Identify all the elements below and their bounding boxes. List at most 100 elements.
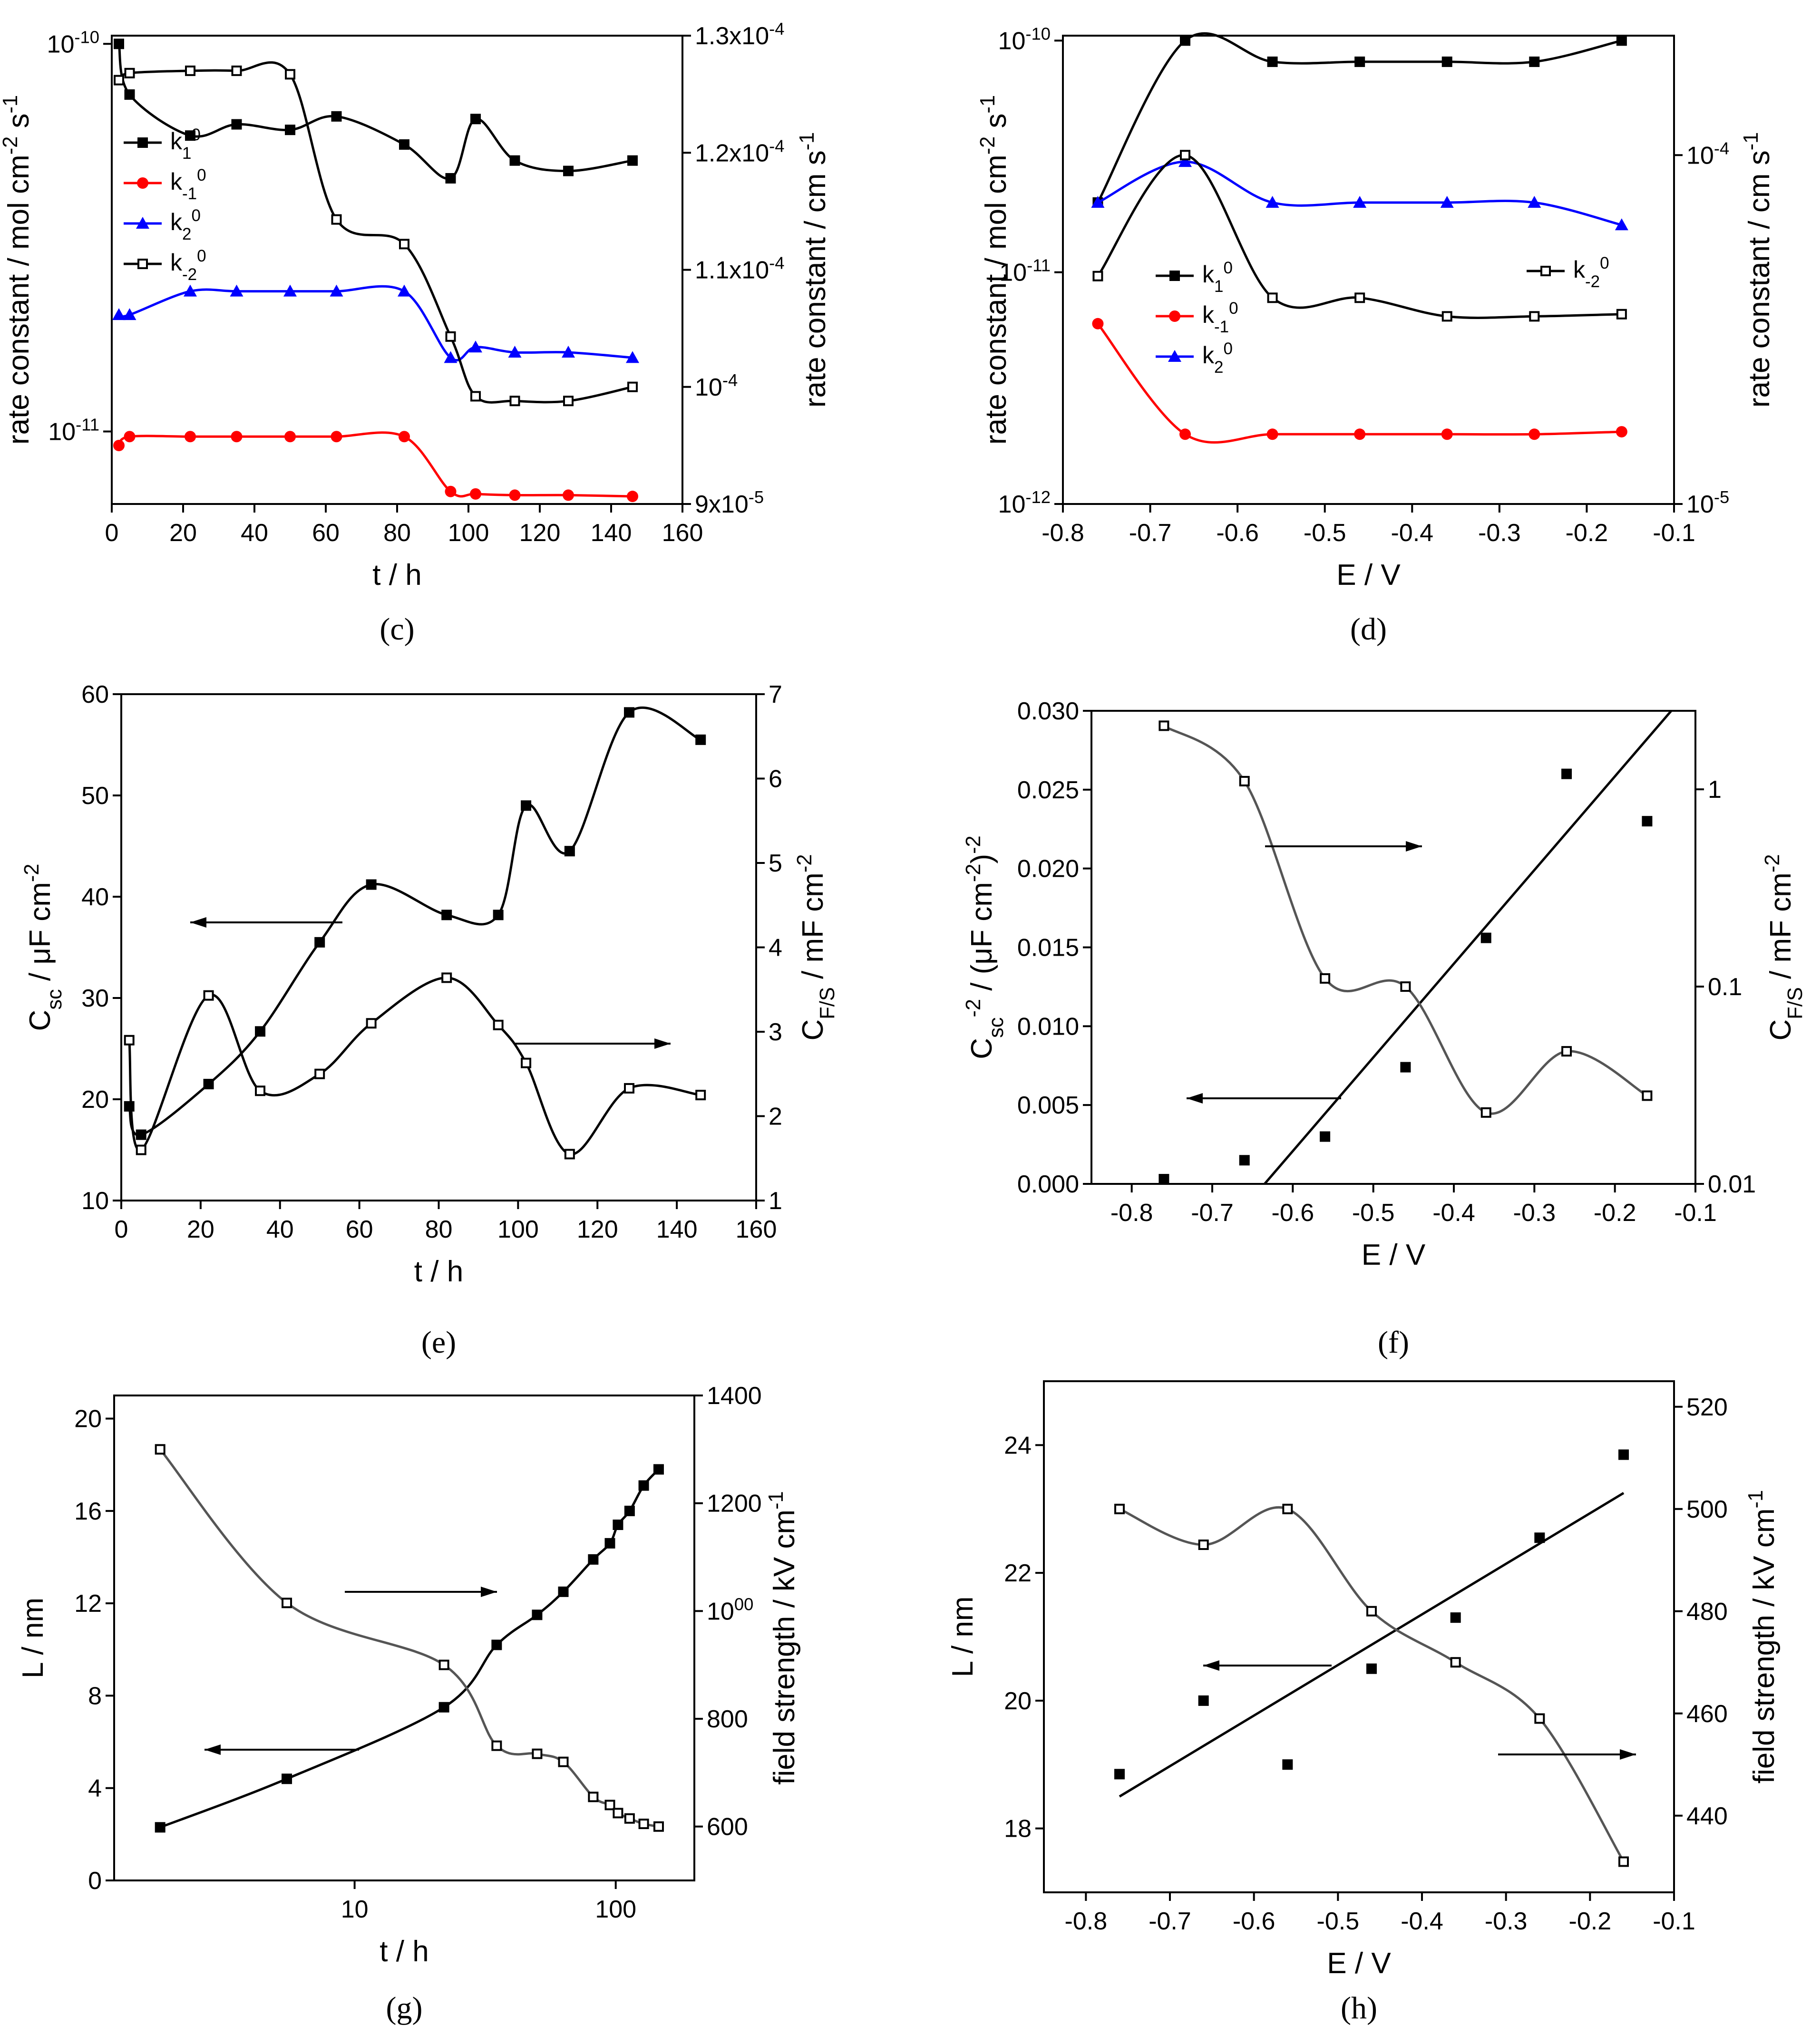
legend-label-part: -1 bbox=[182, 184, 197, 203]
y-left-axis-label-part: rate constant / mol cm bbox=[980, 155, 1013, 445]
y-left-tick-label: 8 bbox=[88, 1682, 102, 1710]
chart-e: 0 20 40 60 80 100 120 140 160 10 20 30 40 50 60 1 2 3 4 5 6 7… bbox=[20, 681, 839, 1360]
point-field strength bbox=[558, 1756, 569, 1767]
point-k-10 bbox=[627, 491, 638, 503]
point-L bbox=[604, 1538, 615, 1549]
y-right-tick-label-part: -4 bbox=[769, 253, 784, 272]
point-k-10 bbox=[399, 431, 410, 443]
y-right-tick-label-part: -5 bbox=[749, 487, 764, 507]
y-left-axis-label-part: ) bbox=[965, 854, 998, 864]
point-Csc bbox=[441, 910, 452, 920]
legend-label: k10 bbox=[170, 126, 201, 163]
legend-label-part: k bbox=[170, 168, 183, 195]
point-CF/S bbox=[203, 990, 214, 1001]
series-line-k-10 bbox=[1097, 323, 1622, 444]
chart-d: -0.8 -0.7 -0.6 -0.5 -0.4 -0.3 -0.2 -0.110-1210-… bbox=[976, 24, 1776, 647]
y-right-tick-label: 0.01 bbox=[1708, 1171, 1756, 1198]
x-tick-label: 20 bbox=[187, 1216, 214, 1243]
y-right-tick-label-part: 1.1x10 bbox=[695, 257, 769, 284]
y-right-axis-label-part: -2 bbox=[793, 854, 816, 873]
point-Csc-2 bbox=[1239, 1155, 1250, 1166]
point-k20 bbox=[444, 351, 458, 363]
x-tick-label: 140 bbox=[591, 519, 632, 547]
y-left-tick-label: 10-11 bbox=[48, 415, 99, 446]
legend-label: k-20 bbox=[1573, 254, 1609, 291]
y-left-tick-label: 10 bbox=[81, 1187, 109, 1215]
axis-arrow-head bbox=[1203, 1660, 1219, 1671]
y-right-axis-label: CF/S / mF cm-2 bbox=[793, 854, 839, 1041]
legend-label-part: k bbox=[1202, 261, 1215, 288]
y-right-tick-label-part: 1.2x10 bbox=[695, 139, 769, 167]
point-k20 bbox=[112, 308, 126, 320]
y-left-axis-label-part: -2 bbox=[0, 136, 22, 155]
point-k-10 bbox=[1354, 428, 1366, 440]
x-tick-label: 40 bbox=[266, 1216, 294, 1243]
series-line-k-10 bbox=[117, 431, 633, 498]
point-k-10 bbox=[124, 431, 136, 443]
point-k20 bbox=[230, 284, 243, 297]
x-tick-label: -0.8 bbox=[1065, 1908, 1108, 1935]
legend-label-part: k bbox=[170, 128, 183, 155]
y-left-axis-label-part: -2 bbox=[976, 136, 999, 155]
point-k-20 bbox=[399, 239, 409, 250]
point-CF/S bbox=[695, 1090, 706, 1101]
y-right-axis-label: rate constant / cm s-1 bbox=[796, 132, 832, 408]
y-left-axis-label: L / nm bbox=[946, 1597, 979, 1677]
legend-marker bbox=[137, 177, 148, 189]
x-tick-label: -0.8 bbox=[1110, 1199, 1153, 1227]
point-CF/S bbox=[136, 1144, 146, 1155]
x-axis-label: E / V bbox=[1336, 559, 1401, 591]
y-right-tick-label: 1 bbox=[769, 1187, 782, 1215]
axis-arrow-head bbox=[1406, 841, 1422, 852]
point-k20 bbox=[184, 284, 197, 297]
point-field strength bbox=[653, 1821, 664, 1832]
x-tick-label: 120 bbox=[519, 519, 561, 547]
y-left-axis-label-part: C bbox=[965, 1038, 998, 1059]
y-left-axis-label-part: L / nm bbox=[17, 1598, 49, 1678]
point-field strength bbox=[438, 1659, 449, 1670]
chart-f: -0.8 -0.7 -0.6 -0.5 -0.4 -0.3 -0.2 -0.1 0.000 0.0… bbox=[962, 697, 1807, 1360]
point-k-20 bbox=[1267, 292, 1278, 303]
x-tick-label: 0 bbox=[115, 1216, 128, 1243]
y-right-tick-label-part: -4 bbox=[722, 370, 738, 389]
y-left-tick-label: 30 bbox=[81, 985, 109, 1012]
point-k-20 bbox=[1180, 150, 1190, 161]
legend-label: k-10 bbox=[170, 166, 206, 203]
point-k20 bbox=[1353, 195, 1367, 208]
point-CF/S bbox=[255, 1085, 266, 1096]
point-field strength bbox=[638, 1819, 649, 1829]
point-Csc bbox=[521, 800, 532, 811]
point-k10 bbox=[285, 125, 295, 136]
panel-caption: (f) bbox=[1378, 1325, 1409, 1360]
x-tick-label: -0.6 bbox=[1233, 1908, 1275, 1935]
point-k20 bbox=[398, 284, 411, 297]
legend-label-part: 0 bbox=[191, 206, 200, 225]
y-left-tick-label: 20 bbox=[81, 1086, 109, 1114]
legend-label-part: 0 bbox=[191, 126, 200, 144]
y-right-tick-label: 1.2x10-4 bbox=[695, 136, 785, 167]
series-line-CF/S bbox=[128, 976, 701, 1155]
plot-frame bbox=[113, 1395, 695, 1881]
series-line-k20 bbox=[118, 285, 633, 362]
x-tick-label: -0.5 bbox=[1304, 519, 1346, 547]
x-tick-label: -0.8 bbox=[1042, 519, 1084, 547]
y-right-tick-label-part: 1.3x10 bbox=[695, 22, 769, 50]
point-CF/S bbox=[564, 1149, 575, 1160]
point-k-20 bbox=[331, 214, 342, 225]
point-field strength bbox=[1534, 1713, 1545, 1724]
axis-arrow-head bbox=[190, 917, 206, 928]
y-right-axis-label-part: -1 bbox=[1740, 132, 1762, 151]
y-left-tick-label-part: 10 bbox=[47, 30, 75, 58]
point-k10 bbox=[1180, 35, 1190, 46]
x-tick-label: -0.1 bbox=[1674, 1199, 1717, 1227]
point-k-10 bbox=[1092, 318, 1104, 329]
point-k-10 bbox=[1441, 428, 1453, 440]
y-right-tick-label: 600 bbox=[707, 1813, 748, 1841]
point-k-20 bbox=[114, 75, 124, 86]
point-CF/S bbox=[366, 1018, 377, 1029]
y-right-axis-label-part: -1 bbox=[765, 1491, 788, 1510]
panel-caption: (c) bbox=[380, 612, 414, 647]
point-Csc bbox=[314, 937, 325, 948]
x-tick-label: -0.7 bbox=[1149, 1908, 1191, 1935]
point-L bbox=[653, 1464, 664, 1475]
